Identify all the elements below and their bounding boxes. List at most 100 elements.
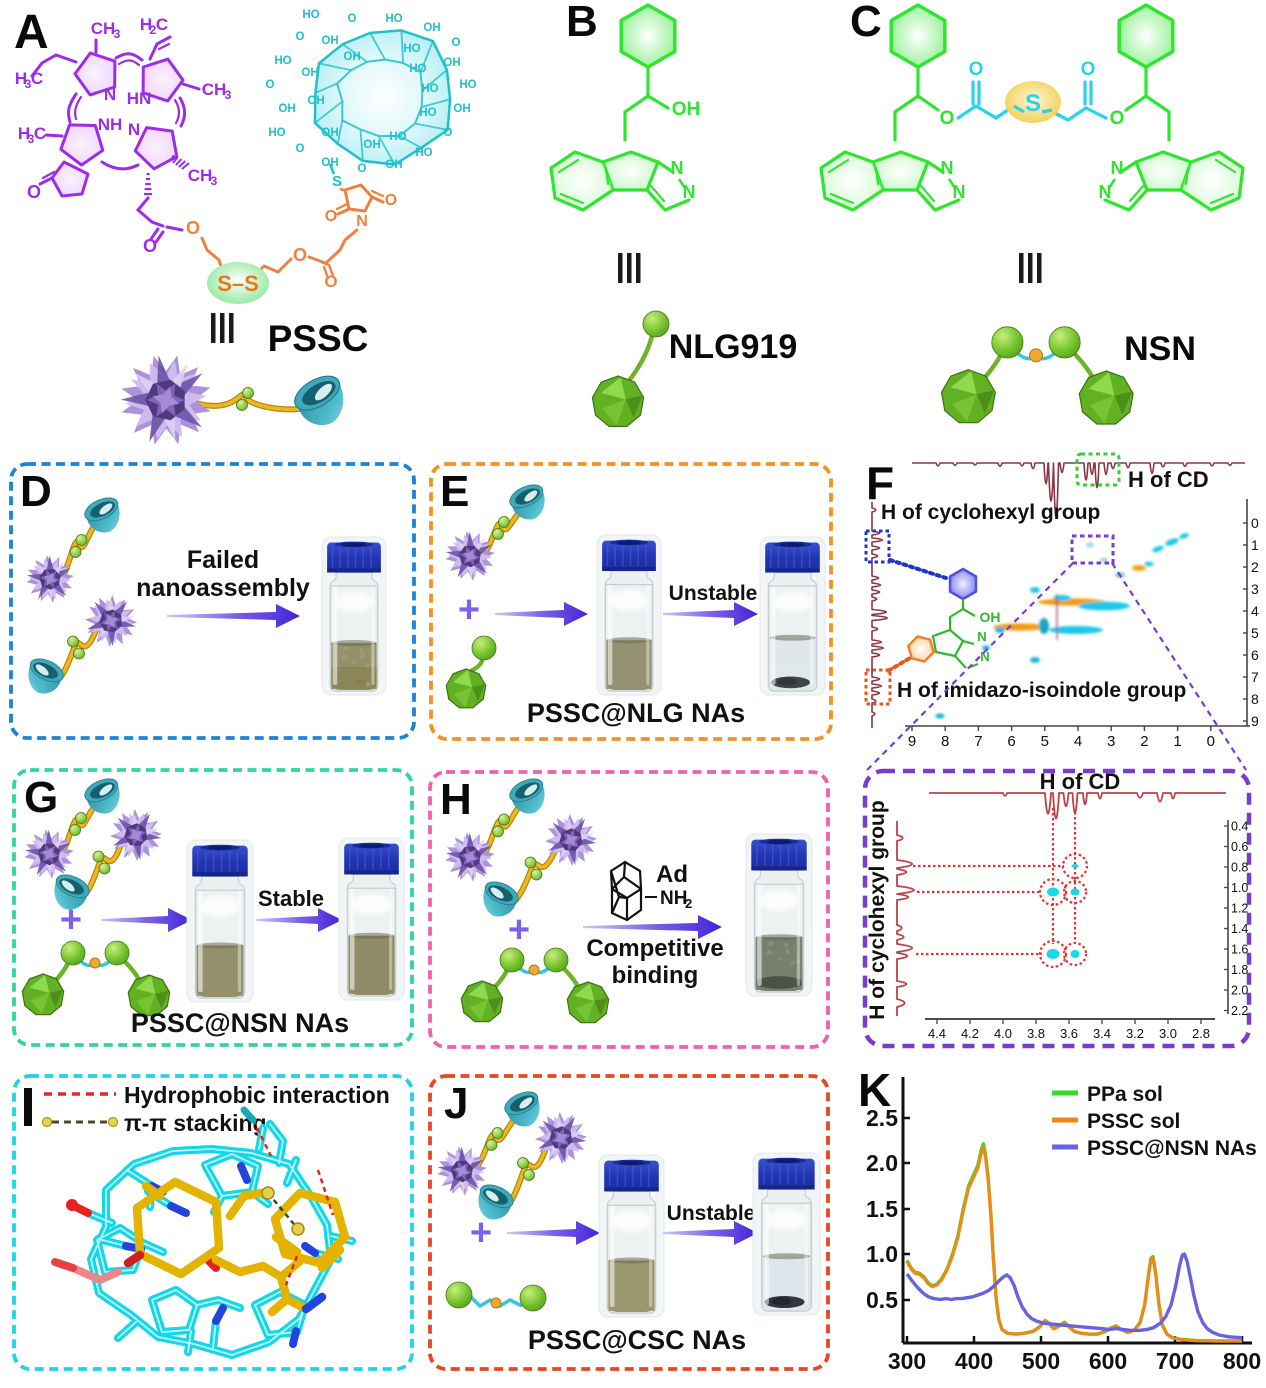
svg-text:0.6: 0.6 — [1231, 840, 1248, 854]
svg-text:nanoassembly: nanoassembly — [136, 574, 310, 602]
svg-text:H of cyclohexyl group: H of cyclohexyl group — [866, 800, 889, 1019]
svg-text:3: 3 — [225, 88, 232, 102]
svg-text:O: O — [444, 127, 453, 139]
svg-text:2.0: 2.0 — [1231, 984, 1248, 998]
svg-text:HO: HO — [419, 107, 436, 119]
svg-text:HO: HO — [409, 63, 426, 75]
svg-text:400: 400 — [955, 1348, 993, 1374]
svg-text:3.4: 3.4 — [1093, 1026, 1111, 1041]
svg-text:2: 2 — [685, 896, 692, 911]
svg-text:H of imidazo-isoindole group: H of imidazo-isoindole group — [897, 679, 1186, 702]
svg-text:OH: OH — [321, 127, 338, 139]
svg-text:CH: CH — [188, 166, 213, 185]
svg-text:O: O — [348, 13, 357, 25]
svg-text:300: 300 — [888, 1348, 926, 1374]
svg-text:S: S — [332, 173, 342, 190]
svg-text:2.5: 2.5 — [866, 1105, 898, 1131]
svg-text:3.8: 3.8 — [1027, 1026, 1045, 1041]
svg-text:1: 1 — [1173, 733, 1181, 750]
svg-text:800: 800 — [1223, 1348, 1261, 1374]
svg-text:HN: HN — [127, 89, 152, 108]
svg-text:C: C — [34, 124, 46, 143]
svg-text:3: 3 — [211, 174, 218, 188]
svg-text:B: B — [566, 0, 598, 46]
svg-text:0: 0 — [1207, 733, 1215, 750]
svg-text:NH: NH — [660, 888, 687, 909]
svg-text:Unstable: Unstable — [667, 1202, 756, 1225]
svg-text:O: O — [324, 272, 337, 291]
svg-text:D: D — [20, 467, 52, 516]
svg-text:O: O — [266, 79, 275, 91]
svg-text:O: O — [293, 245, 307, 265]
svg-text:H of CD: H of CD — [1040, 769, 1121, 794]
svg-text:2: 2 — [1140, 733, 1148, 750]
svg-text:7: 7 — [974, 733, 982, 750]
svg-text:Hydrophobic interaction: Hydrophobic interaction — [124, 1082, 390, 1108]
svg-text:E: E — [440, 467, 469, 516]
svg-text:HO: HO — [268, 127, 285, 139]
svg-text:O: O — [143, 236, 157, 256]
svg-text:+: + — [470, 1212, 492, 1254]
svg-text:8: 8 — [941, 733, 949, 750]
svg-text:3: 3 — [1251, 581, 1259, 597]
svg-text:500: 500 — [1022, 1348, 1060, 1374]
svg-text:HO: HO — [421, 83, 438, 95]
svg-text:3.0: 3.0 — [1159, 1026, 1177, 1041]
svg-text:O: O — [358, 163, 367, 175]
svg-text:0.5: 0.5 — [866, 1287, 898, 1313]
svg-text:8: 8 — [1251, 691, 1259, 707]
svg-text:F: F — [866, 457, 894, 509]
svg-text:NSN: NSN — [1124, 330, 1196, 368]
svg-text:O: O — [452, 37, 461, 49]
svg-text:4.4: 4.4 — [928, 1026, 946, 1041]
svg-text:PSSC@CSC NAs: PSSC@CSC NAs — [528, 1325, 746, 1355]
svg-text:PSSC: PSSC — [268, 318, 369, 359]
svg-text:3: 3 — [28, 132, 35, 146]
svg-text:Stable: Stable — [258, 886, 324, 911]
svg-text:O: O — [296, 31, 305, 43]
svg-text:OH: OH — [453, 103, 470, 115]
svg-text:4.0: 4.0 — [994, 1026, 1012, 1041]
svg-text:Ad: Ad — [656, 861, 688, 888]
svg-text:π-π stacking: π-π stacking — [124, 1110, 267, 1136]
svg-text:2: 2 — [150, 23, 157, 37]
svg-text:OH: OH — [443, 57, 460, 69]
svg-text:PSSC@NSN NAs: PSSC@NSN NAs — [131, 1008, 349, 1038]
svg-text:N: N — [941, 158, 954, 178]
svg-text:J: J — [444, 1079, 468, 1128]
svg-text:A: A — [14, 6, 49, 59]
svg-text:HO: HO — [274, 55, 291, 67]
svg-text:binding: binding — [612, 962, 699, 989]
svg-text:3: 3 — [1107, 733, 1115, 750]
svg-text:Failed: Failed — [187, 546, 259, 574]
svg-text:1.2: 1.2 — [1231, 902, 1248, 916]
svg-text:N: N — [671, 158, 684, 178]
svg-text:N: N — [1111, 158, 1124, 178]
svg-text:1.0: 1.0 — [1231, 881, 1248, 895]
svg-text:HO: HO — [415, 147, 432, 159]
svg-text:2.8: 2.8 — [1192, 1026, 1210, 1041]
svg-text:3: 3 — [114, 27, 121, 41]
svg-text:O: O — [969, 59, 984, 80]
svg-text:OH: OH — [307, 95, 324, 107]
svg-text:N: N — [128, 120, 140, 139]
svg-text:3.2: 3.2 — [1126, 1026, 1144, 1041]
svg-text:6: 6 — [1251, 647, 1259, 663]
svg-text:H of cyclohexyl group: H of cyclohexyl group — [881, 501, 1100, 524]
svg-text:OH: OH — [343, 51, 360, 63]
svg-text:4: 4 — [1251, 603, 1259, 619]
svg-text:0.8: 0.8 — [1231, 861, 1248, 875]
svg-text:O: O — [1110, 108, 1125, 129]
svg-text:S: S — [1025, 90, 1041, 117]
svg-text:S–S: S–S — [217, 271, 259, 296]
svg-text:1.4: 1.4 — [1231, 922, 1248, 936]
svg-text:7: 7 — [1251, 669, 1259, 685]
svg-text:N: N — [356, 213, 368, 230]
svg-text:K: K — [858, 1064, 891, 1116]
svg-text:H: H — [140, 15, 152, 34]
svg-text:3.6: 3.6 — [1060, 1026, 1078, 1041]
svg-text:H: H — [440, 775, 472, 824]
svg-text:HO: HO — [385, 13, 402, 25]
svg-text:0.4: 0.4 — [1231, 820, 1248, 834]
svg-text:C: C — [850, 0, 882, 46]
